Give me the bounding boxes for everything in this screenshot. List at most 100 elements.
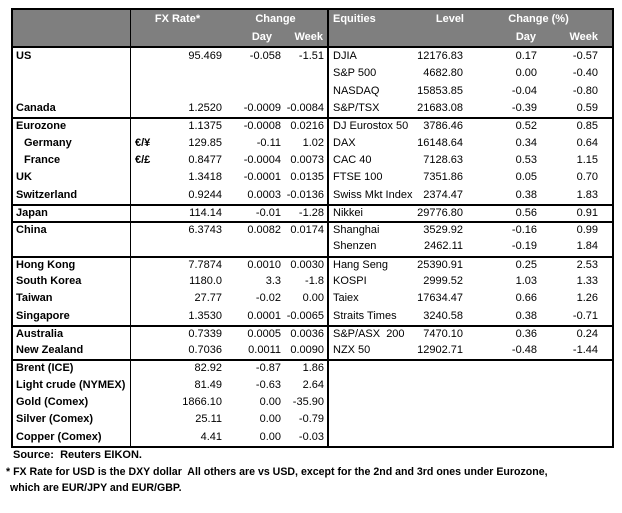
fx-change-day-value: -0.0008 (243, 120, 281, 133)
fx-week-subheader: Week (286, 28, 329, 46)
equities-change-column-header: Change (%) (508, 13, 569, 25)
equity-change-day-value: 0.53 (515, 153, 537, 166)
table-row: Brent (ICE) 82.92 -0.87 1.86 (13, 359, 612, 377)
fx-change-week-value: 0.0036 (286, 326, 329, 343)
fx-rate-value: 27.77 (194, 292, 222, 305)
fx-change-day-value (224, 238, 286, 255)
equity-change-week-value: 1.33 (576, 275, 598, 287)
table-row: NASDAQ 15853.85 -0.04 -0.80 (13, 82, 612, 100)
fx-equities-table: FX Rate* Change Equities Level Change (%… (11, 8, 614, 448)
fx-rate-value: 25.11 (195, 413, 222, 426)
equity-change-week-value: 2.53 (576, 258, 598, 271)
equity-change-day-value (465, 429, 540, 446)
equity-name: Taiex (333, 292, 359, 305)
fx-rate-value: 95.469 (188, 50, 222, 63)
fx-rate-value: 1.2520 (188, 102, 222, 115)
table-row: S&P 500 4682.80 0.00 -0.40 (13, 65, 612, 83)
fx-pair-symbol (131, 100, 164, 117)
fx-pair-symbol (131, 48, 164, 65)
header-blank-cell (131, 28, 224, 46)
region-label: South Korea (13, 272, 131, 291)
equity-change-day-value: 0.38 (515, 188, 537, 201)
table-row: Eurozone 1.1375 -0.0008 0.0216 DJ Eurost… (13, 117, 612, 135)
equity-change-day-value: 0.36 (515, 327, 537, 340)
table-row: Shenzen 2462.11 -0.19 1.84 (13, 238, 612, 256)
equity-name: S&P/ASX 200 (333, 327, 405, 340)
fx-change-week-value: -1.51 (286, 48, 329, 66)
equity-level-value: 7470.10 (423, 327, 463, 340)
fx-change-day-value (224, 83, 286, 100)
fx-change-week-value: 1.86 (286, 361, 329, 377)
region-label: Light crude (NYMEX) (13, 376, 131, 394)
fx-change-day-value: -0.0009 (243, 102, 281, 115)
equity-name (329, 429, 413, 446)
equity-change-day-value: -0.19 (511, 240, 537, 253)
fx-change-week-value: 0.0030 (286, 257, 329, 273)
table-row: UK 1.3418 -0.0001 0.0135 FTSE 100 7351.8… (13, 169, 612, 187)
fx-rate-value: 1.1375 (188, 120, 222, 133)
fx-pair-symbol (131, 223, 164, 238)
equity-change-week-value: 0.59 (576, 102, 598, 115)
region-label: Switzerland (13, 186, 131, 204)
equities-week-subheader: Week (569, 31, 598, 43)
equity-change-week-value: -1.44 (572, 344, 598, 357)
region-label: France (13, 151, 131, 170)
equity-change-day-value: -0.16 (511, 224, 537, 237)
region-label: Australia (13, 326, 131, 343)
fx-change-week-value: 0.0073 (286, 151, 329, 170)
region-label: Brent (ICE) (13, 361, 131, 377)
fx-rate-value: 1180.0 (189, 275, 222, 287)
region-label: Canada (13, 99, 131, 118)
table-row: South Korea 1180.0 3.3 -1.8 KOSPI 2999.5… (13, 272, 612, 291)
fx-rate-value: 4.41 (200, 430, 222, 443)
fx-change-day-value: 0.00 (259, 396, 281, 409)
fx-change-day-value: -0.63 (255, 378, 281, 391)
equity-change-day-value: 0.38 (515, 309, 537, 322)
fx-pair-symbol (131, 290, 164, 307)
equity-level-value (413, 394, 465, 411)
equity-name: Straits Times (333, 309, 397, 322)
fx-pair-symbol (131, 361, 164, 376)
fx-change-week-value: 2.64 (286, 376, 329, 394)
equity-name: Hang Seng (333, 258, 389, 271)
equity-change-week-value: 1.15 (576, 153, 598, 166)
equity-change-day-value: 0.17 (515, 50, 537, 63)
table-row: Silver (Comex) 25.11 0.00 -0.79 (13, 411, 612, 429)
fx-rate-value: 82.92 (194, 362, 222, 375)
equity-level-value (413, 361, 465, 376)
fx-change-week-value: -1.28 (286, 205, 329, 221)
fx-change-week-value: 0.0135 (286, 169, 329, 187)
equity-level-value: 2999.52 (423, 275, 463, 287)
table-row: Canada 1.2520 -0.0009 -0.0084 S&P/TSX 21… (13, 99, 612, 118)
fx-change-week-value (286, 65, 329, 83)
fx-pair-symbol (131, 238, 164, 255)
table-row: New Zealand 0.7036 0.0011 0.0090 NZX 50 … (13, 342, 612, 360)
equity-level-value (413, 429, 465, 446)
equity-change-week-value: 1.83 (576, 188, 598, 201)
equity-change-week-value: 0.91 (576, 206, 598, 219)
fx-change-day-value: 0.0005 (247, 327, 281, 340)
equity-change-week-value: 0.99 (576, 224, 598, 237)
fx-change-day-value: 3.3 (265, 275, 281, 287)
table-row: Hong Kong 7.7874 0.0010 0.0030 Hang Seng… (13, 255, 612, 273)
header-row-2: Day Week Day Week (13, 28, 612, 46)
equity-level-value: 4682.80 (423, 67, 463, 80)
equity-change-day-value: 0.25 (515, 258, 537, 271)
fx-change-week-value (286, 82, 329, 100)
region-label: Singapore (13, 307, 131, 325)
region-label: China (13, 222, 131, 239)
region-label: Eurozone (13, 119, 131, 135)
fx-rate-value: 1866.10 (182, 396, 222, 409)
fx-footnote-line-1: * FX Rate for USD is the DXY dollar All … (6, 466, 548, 478)
fx-change-week-value: 0.0174 (286, 222, 329, 239)
fx-change-week-value: -35.90 (286, 393, 329, 412)
equities-day-subheader: Day (515, 31, 536, 43)
fx-pair-symbol (131, 307, 164, 324)
fx-change-day-value: -0.058 (249, 50, 281, 63)
region-label: Japan (13, 205, 131, 221)
table-body: US 95.469 -0.058 -1.51 DJIA 12176.83 0.1… (13, 48, 612, 446)
equity-change-week-value (540, 411, 612, 428)
equity-name: CAC 40 (333, 153, 372, 166)
fx-rate-value: 1.3530 (188, 309, 222, 322)
equity-change-day-value (465, 377, 540, 394)
